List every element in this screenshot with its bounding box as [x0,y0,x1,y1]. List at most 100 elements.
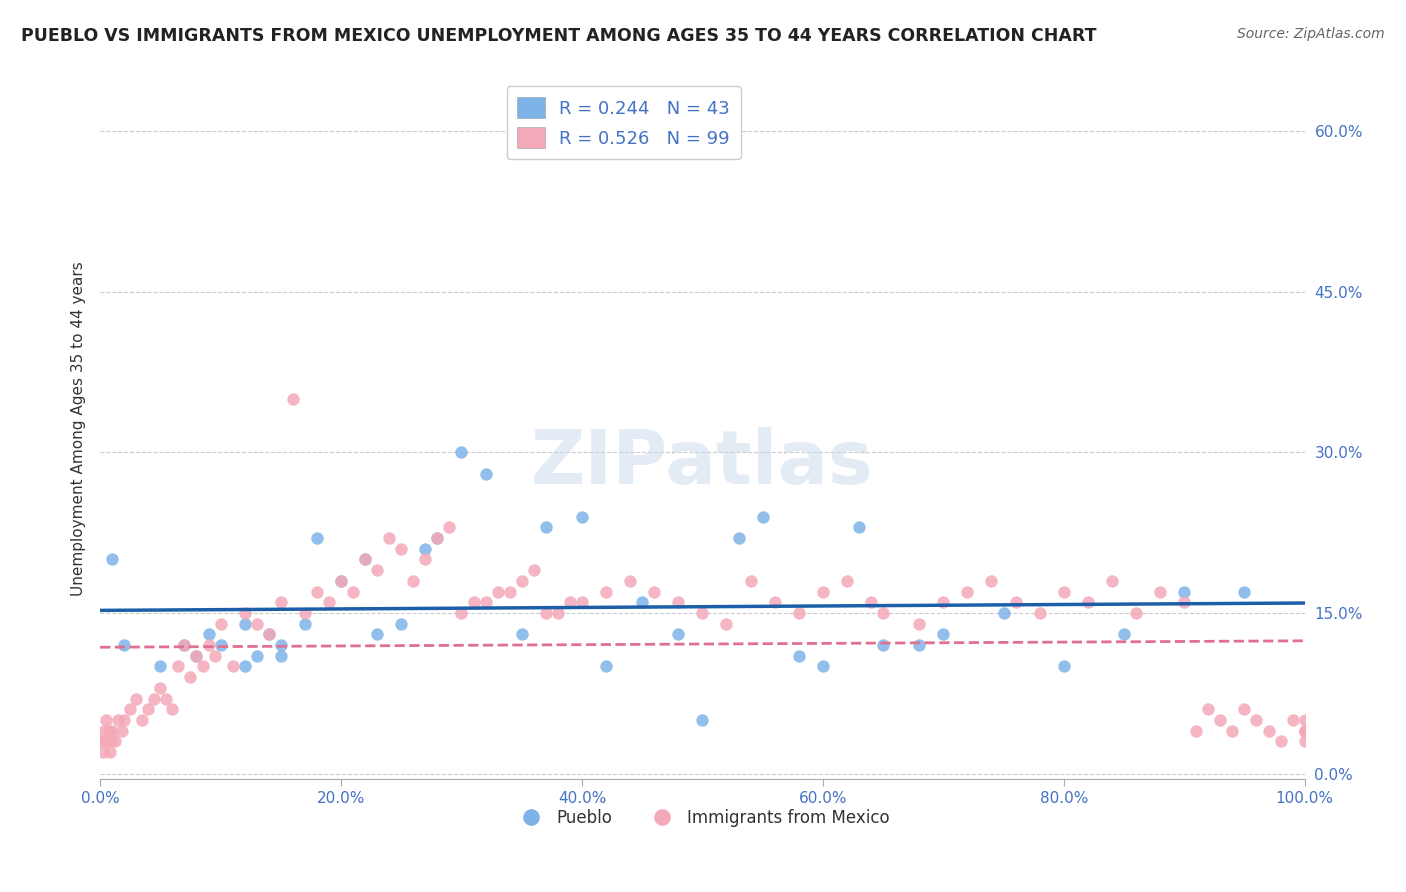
Point [908,638,931,652]
Point [112,638,135,652]
Point [571,595,593,609]
Point [186,648,208,663]
Point [101,723,124,738]
Point [1197,702,1219,716]
Point [96,734,118,748]
Point [246,648,269,663]
Point [366,563,388,577]
Point [787,648,810,663]
Point [131,713,153,727]
Point [389,616,412,631]
Point [1270,734,1292,748]
Point [197,627,219,641]
Point [1257,723,1279,738]
Point [740,574,762,588]
Point [848,520,870,534]
Point [1028,606,1050,620]
Point [811,659,834,673]
Point [155,691,177,706]
Point [571,509,593,524]
Point [197,638,219,652]
Point [450,606,472,620]
Point [751,509,773,524]
Point [100,734,122,748]
Point [389,541,412,556]
Point [366,627,388,641]
Point [270,648,292,663]
Point [402,574,425,588]
Point [463,595,485,609]
Point [498,584,520,599]
Point [787,606,810,620]
Point [94,713,117,727]
Point [233,616,256,631]
Point [354,552,377,566]
Point [318,595,340,609]
Point [186,648,208,663]
Point [378,531,401,545]
Point [233,659,256,673]
Point [305,531,328,545]
Point [619,574,641,588]
Point [204,648,226,663]
Point [932,627,955,641]
Point [439,520,461,534]
Point [1149,584,1171,599]
Point [1294,723,1316,738]
Point [558,595,581,609]
Point [692,606,714,620]
Point [91,745,114,759]
Point [149,659,172,673]
Point [763,595,786,609]
Text: ZIPatlas: ZIPatlas [531,426,873,500]
Point [246,616,269,631]
Point [330,574,353,588]
Point [93,723,115,738]
Point [534,520,557,534]
Point [281,392,304,406]
Point [1173,584,1195,599]
Point [209,616,232,631]
Point [993,606,1015,620]
Point [426,531,449,545]
Point [173,638,195,652]
Point [103,734,125,748]
Point [474,467,496,481]
Point [474,595,496,609]
Point [932,595,955,609]
Point [426,531,449,545]
Y-axis label: Unemployment Among Ages 35 to 44 years: Unemployment Among Ages 35 to 44 years [72,260,86,596]
Point [167,659,190,673]
Point [209,638,232,652]
Point [107,713,129,727]
Point [257,627,280,641]
Point [179,670,201,684]
Point [811,584,834,599]
Point [1233,584,1256,599]
Point [523,563,546,577]
Point [111,723,134,738]
Point [956,584,979,599]
Point [643,584,665,599]
Point [305,584,328,599]
Point [162,702,184,716]
Point [872,606,894,620]
Point [294,616,316,631]
Point [143,691,166,706]
Point [1101,574,1123,588]
Point [173,638,195,652]
Point [1185,723,1208,738]
Point [342,584,364,599]
Point [631,595,654,609]
Point [1173,595,1195,609]
Point [835,574,858,588]
Point [125,691,148,706]
Point [270,638,292,652]
Point [94,734,117,748]
Point [294,606,316,620]
Point [1294,723,1316,738]
Text: PUEBLO VS IMMIGRANTS FROM MEXICO UNEMPLOYMENT AMONG AGES 35 TO 44 YEARS CORRELAT: PUEBLO VS IMMIGRANTS FROM MEXICO UNEMPLO… [21,27,1097,45]
Point [1294,713,1316,727]
Point [1209,713,1232,727]
Point [257,627,280,641]
